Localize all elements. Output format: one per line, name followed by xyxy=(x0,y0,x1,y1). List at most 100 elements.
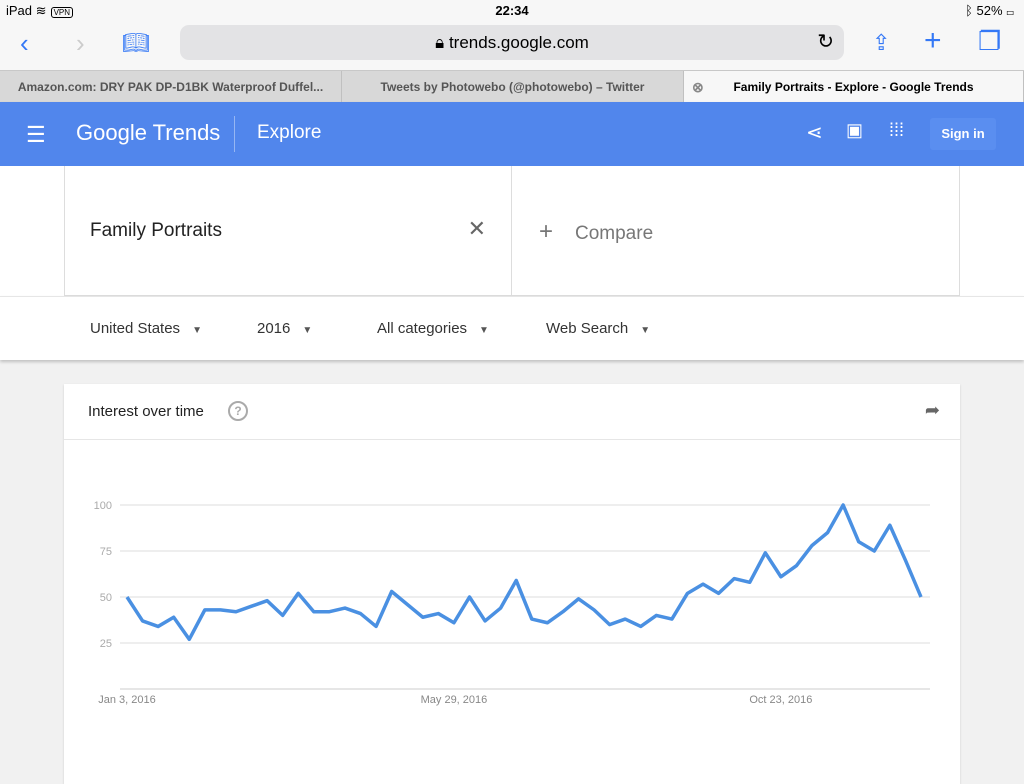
data-point[interactable] xyxy=(728,573,740,585)
data-point[interactable] xyxy=(230,606,242,618)
address-bar[interactable]: 🔒︎ trends.google.com ↻ xyxy=(180,25,844,60)
close-tab-icon[interactable]: ⊗ xyxy=(692,79,704,95)
back-icon[interactable]: ‹ xyxy=(20,28,29,58)
data-point[interactable] xyxy=(604,619,616,631)
menu-icon[interactable]: ☰ xyxy=(26,122,46,147)
data-point[interactable] xyxy=(526,613,538,625)
clear-icon[interactable]: ✕ xyxy=(467,216,486,241)
data-point[interactable] xyxy=(339,602,351,614)
logo[interactable]: Google Trends xyxy=(76,120,221,145)
data-point[interactable] xyxy=(510,574,522,586)
data-point[interactable] xyxy=(448,617,460,629)
data-point[interactable] xyxy=(806,539,818,551)
compare-label: Compare xyxy=(575,223,654,244)
status-bar: iPad ︎≋ VPN 22:34 ᛒ 52% ▭ xyxy=(0,0,1024,22)
tab-google-trends[interactable]: ⊗ Family Portraits - Explore - Google Tre… xyxy=(684,71,1024,103)
data-point[interactable] xyxy=(635,620,647,632)
data-point[interactable] xyxy=(775,571,787,583)
data-point[interactable] xyxy=(837,499,849,511)
data-point[interactable] xyxy=(323,606,335,618)
apps-grid-icon[interactable]: ⁞⁞⁞ xyxy=(889,120,905,140)
forward-icon[interactable]: › xyxy=(76,28,85,58)
compare-box[interactable]: + Compare xyxy=(512,166,960,296)
sign-in-button[interactable]: Sign in xyxy=(930,118,996,150)
interest-chart: 25 50 75 100 Jan 3, 2016 May 29, 2016 Oct 23, … xyxy=(94,499,930,706)
battery-level: 52% xyxy=(976,3,1003,18)
search-term: Family Portraits xyxy=(90,220,222,241)
data-point[interactable] xyxy=(541,617,553,629)
data-point[interactable] xyxy=(713,587,725,599)
data-point[interactable] xyxy=(681,587,693,599)
x-tick-label: Jan 3, 2016 xyxy=(98,694,156,706)
share-arrow-icon[interactable]: ➦ xyxy=(924,400,940,420)
battery-icon: ▭ xyxy=(1006,3,1014,18)
caret-down-icon: ▼ xyxy=(192,325,202,336)
data-point[interactable] xyxy=(759,547,771,559)
tab-amazon[interactable]: Amazon.com: DRY PAK DP-D1BK Waterproof D… xyxy=(0,71,342,103)
data-point[interactable] xyxy=(557,606,569,618)
data-point[interactable] xyxy=(697,578,709,590)
bluetooth-icon: ᛒ xyxy=(965,3,973,18)
help-icon[interactable]: ? xyxy=(228,401,248,421)
filter-region[interactable]: United States ▼ xyxy=(90,320,202,337)
data-point[interactable] xyxy=(588,604,600,616)
share-icon[interactable]: ⇪ xyxy=(872,30,891,55)
plus-icon: + xyxy=(539,218,554,245)
data-point[interactable] xyxy=(464,591,476,603)
data-point[interactable] xyxy=(292,587,304,599)
wifi-icon: ︎≋ xyxy=(35,3,47,18)
data-point[interactable] xyxy=(790,560,802,572)
divider xyxy=(64,439,960,440)
data-point[interactable] xyxy=(246,600,258,612)
data-point[interactable] xyxy=(261,595,273,607)
filter-category[interactable]: All categories ▼ xyxy=(377,320,489,337)
data-point[interactable] xyxy=(650,609,662,621)
data-point[interactable] xyxy=(199,604,211,616)
data-point[interactable] xyxy=(168,611,180,623)
data-point[interactable] xyxy=(183,633,195,645)
filter-search-type[interactable]: Web Search ▼ xyxy=(546,320,650,337)
data-point[interactable] xyxy=(370,620,382,632)
data-point[interactable] xyxy=(401,598,413,610)
data-point[interactable] xyxy=(432,608,444,620)
data-point[interactable] xyxy=(121,591,133,603)
tab-bar: Amazon.com: DRY PAK DP-D1BK Waterproof D… xyxy=(0,70,1024,103)
interest-over-time-card: Interest over time ? ➦ 25 50 75 100 Jan 3, 2… xyxy=(64,384,960,784)
data-point[interactable] xyxy=(822,527,834,539)
filter-time[interactable]: 2016 ▼ xyxy=(257,320,312,337)
new-tab-icon[interactable]: + xyxy=(924,24,942,57)
data-point[interactable] xyxy=(572,593,584,605)
tabs-icon[interactable]: ❐ xyxy=(978,26,1002,56)
data-point[interactable] xyxy=(744,576,756,588)
caret-down-icon: ▼ xyxy=(640,325,651,336)
search-term-box[interactable]: Family Portraits ✕ xyxy=(64,166,512,296)
filter-label: Web Search xyxy=(546,320,629,337)
data-point[interactable] xyxy=(666,613,678,625)
tab-twitter[interactable]: Tweets by Photowebo (@photowebo) – Twitt… xyxy=(342,71,684,103)
data-point[interactable] xyxy=(495,602,507,614)
feedback-icon[interactable]: ▣ xyxy=(846,120,864,140)
data-point[interactable] xyxy=(355,608,367,620)
data-point[interactable] xyxy=(308,606,320,618)
data-point[interactable] xyxy=(214,604,226,616)
y-tick-label: 25 xyxy=(100,638,112,650)
reload-icon[interactable]: ↻ xyxy=(817,31,834,53)
data-point[interactable] xyxy=(417,611,429,623)
data-point[interactable] xyxy=(868,545,880,557)
lock-icon: 🔒︎ xyxy=(435,33,445,52)
data-point[interactable] xyxy=(479,615,491,627)
data-point[interactable] xyxy=(915,591,927,603)
bookmarks-icon[interactable]: 📖︎ xyxy=(122,30,150,55)
divider xyxy=(234,116,235,152)
data-point[interactable] xyxy=(386,585,398,597)
data-point[interactable] xyxy=(152,620,164,632)
data-point[interactable] xyxy=(619,613,631,625)
data-point[interactable] xyxy=(899,554,911,566)
data-point[interactable] xyxy=(137,615,149,627)
data-point[interactable] xyxy=(884,519,896,531)
data-point[interactable] xyxy=(853,536,865,548)
filter-label: 2016 xyxy=(257,320,291,337)
share-icon[interactable]: ⋖ xyxy=(806,122,823,144)
clock: 22:34 xyxy=(495,3,529,18)
data-point[interactable] xyxy=(277,609,289,621)
